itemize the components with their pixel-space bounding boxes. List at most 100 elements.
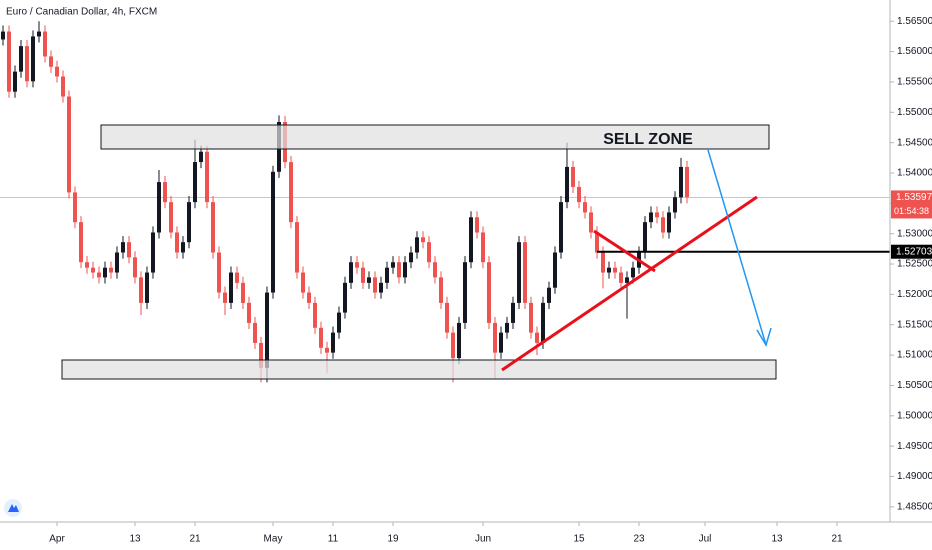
candle-body [385, 267, 389, 283]
candle-body [547, 287, 551, 303]
x-tick-label: 19 [387, 534, 399, 545]
candle-body [583, 202, 587, 213]
candle-body [373, 277, 377, 293]
candles [1, 21, 689, 383]
candle-body [349, 262, 353, 283]
candle-body [325, 347, 329, 353]
trend-line [501, 195, 758, 372]
candle-body [397, 262, 401, 278]
candle-body [523, 242, 527, 303]
candle-body [667, 212, 671, 233]
candle-body [307, 292, 311, 303]
candle-body [127, 242, 131, 258]
candle-body [289, 162, 293, 223]
candle-body [121, 242, 125, 253]
candle-body [247, 302, 251, 323]
chart-title: Euro / Canadian Dollar, 4h, FXCM [6, 7, 157, 18]
candle-body [607, 267, 611, 273]
forecast-arrow [707, 149, 767, 346]
candle-body [643, 222, 647, 253]
candle-body [253, 322, 257, 343]
candle-body [445, 302, 449, 333]
candle-body [73, 192, 77, 223]
price-label-box [891, 244, 932, 259]
candle-body [415, 237, 419, 253]
candle-body [679, 166, 683, 198]
x-tick-label: 13 [129, 534, 141, 545]
candle-body [85, 262, 89, 268]
y-tick-label: 1.55500 [897, 77, 932, 88]
y-tick-label: 1.50000 [897, 410, 932, 421]
candle-body [19, 46, 23, 72]
candle-body [91, 267, 95, 273]
candle-body [331, 332, 335, 353]
candle-body [337, 312, 341, 333]
candle-body [463, 262, 467, 323]
candle-body [685, 166, 689, 198]
candle-body [481, 232, 485, 263]
x-tick-label: 23 [633, 534, 645, 545]
candle-body [601, 252, 605, 273]
y-tick-label: 1.52500 [897, 259, 932, 270]
candle-body [1, 31, 5, 40]
y-tick-label: 1.53000 [897, 228, 932, 239]
candle-body [157, 182, 161, 233]
candle-body [187, 202, 191, 243]
candle-body [589, 212, 593, 233]
candle-body [487, 262, 491, 323]
candle-body [517, 242, 521, 303]
candle-body [139, 277, 143, 303]
candle-body [343, 282, 347, 313]
candle-body [499, 332, 503, 353]
forecast-arrow-head [756, 327, 772, 347]
candle-body [421, 237, 425, 243]
candle-body [535, 332, 539, 343]
candle-body [553, 252, 557, 288]
candle-body [469, 217, 473, 263]
candle-body [625, 277, 629, 283]
y-tick-label: 1.54500 [897, 137, 932, 148]
y-tick-label: 1.51000 [897, 350, 932, 361]
candle-body [661, 217, 665, 233]
candle-body [145, 272, 149, 303]
candle-body [223, 292, 227, 303]
y-tick-label: 1.51500 [897, 319, 932, 330]
candle-body [115, 252, 119, 273]
candle-body [559, 202, 563, 253]
candle-body [439, 277, 443, 303]
candle-body [313, 302, 317, 328]
candle-body [211, 202, 215, 253]
candle-body [649, 212, 653, 223]
candle-body [529, 302, 533, 333]
candle-body [175, 232, 179, 253]
candle-body [505, 322, 509, 333]
candle-body [199, 151, 203, 163]
candle-body [673, 197, 677, 213]
candle-body [217, 252, 221, 293]
candle-body [361, 267, 365, 283]
candle-body [301, 272, 305, 293]
x-tick-label: 13 [771, 534, 783, 545]
candle-body [55, 66, 59, 77]
y-tick-label: 1.52000 [897, 289, 932, 300]
candle-body [61, 76, 65, 97]
candle-body [229, 272, 233, 303]
candle-body [475, 217, 479, 233]
candle-body [451, 332, 455, 359]
candle-body [355, 262, 359, 268]
countdown-label: 01:54:38 [894, 206, 929, 216]
candle-body [367, 277, 371, 283]
candle-body [31, 36, 35, 82]
candle-body [151, 232, 155, 273]
y-tick-label: 1.49000 [897, 471, 932, 482]
candle-body [235, 272, 239, 283]
candle-body [295, 222, 299, 273]
candle-body [241, 282, 245, 303]
candle-body [595, 232, 599, 253]
candle-body [433, 262, 437, 278]
candle-body [163, 182, 167, 203]
candle-body [565, 166, 569, 203]
candle-body [265, 292, 269, 368]
